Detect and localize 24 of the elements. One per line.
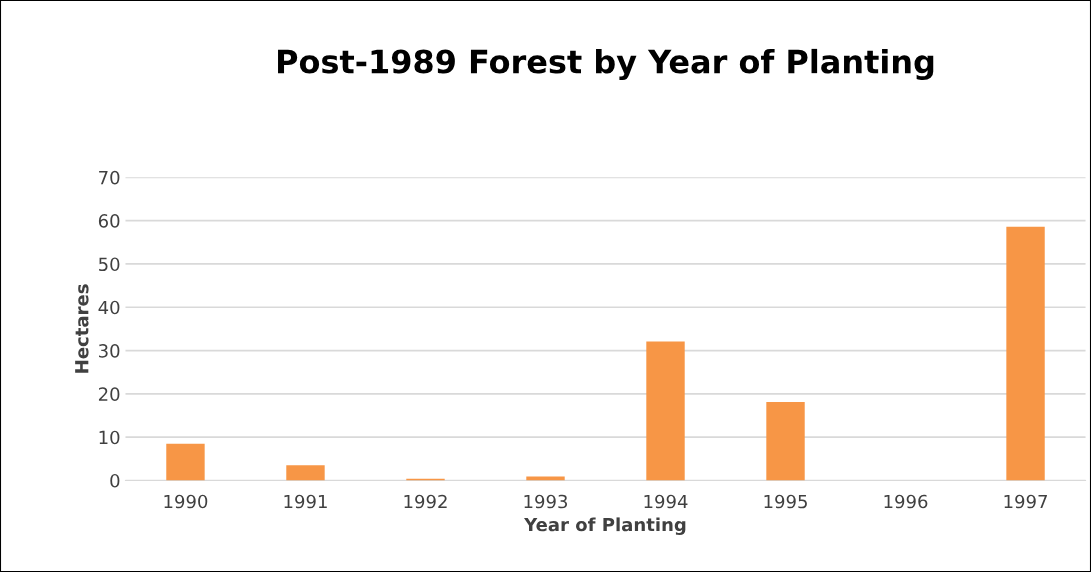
x-tick-label: 1994: [644, 494, 688, 509]
x-tick-label: 1995: [764, 494, 807, 509]
x-tick-label: 1991: [284, 494, 327, 509]
y-tick-label: 40: [98, 300, 120, 315]
x-axis-title: Year of Planting: [524, 517, 686, 536]
y-tick-label: 30: [99, 344, 120, 358]
y-tick-label: 60: [98, 214, 120, 228]
y-tick-label: 10: [99, 430, 120, 445]
x-tick-label: 1990: [164, 494, 208, 509]
x-tick-label: 1993: [524, 494, 568, 509]
y-tick-label: 50: [99, 257, 120, 272]
y-axis-title: Hectares: [75, 284, 89, 373]
bar: [766, 402, 805, 481]
y-tick-label: 0: [110, 473, 120, 488]
y-tick-label: 70: [99, 170, 120, 185]
x-tick-label: 1992: [404, 494, 447, 509]
chart-title: Post-1989 Forest by Year of Planting: [278, 48, 934, 81]
x-tick-label: 1997: [1004, 494, 1047, 509]
bar: [646, 341, 685, 481]
bar: [1006, 226, 1045, 481]
x-tick-label: 1996: [884, 494, 928, 509]
bar: [166, 443, 205, 481]
bar: [286, 465, 325, 481]
y-tick-label: 20: [98, 387, 120, 401]
